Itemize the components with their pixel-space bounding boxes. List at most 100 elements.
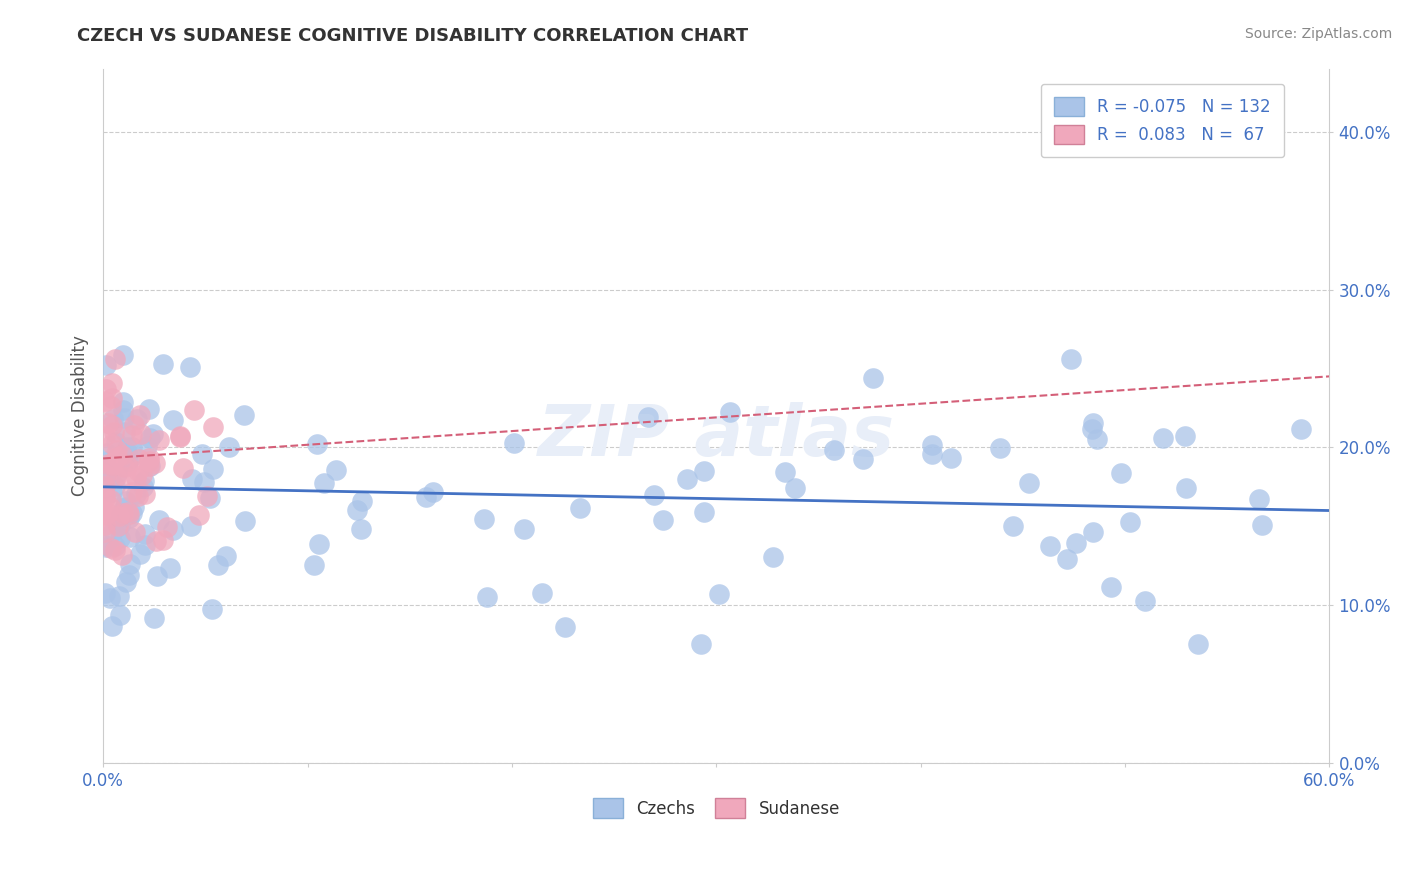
Point <box>1118 516 1140 530</box>
Point <box>312 475 335 490</box>
Point <box>415 490 437 504</box>
Point <box>202 462 225 476</box>
Point <box>94 487 117 501</box>
Point <box>773 465 796 479</box>
Point <box>110 531 132 545</box>
Point <box>172 461 194 475</box>
Point <box>939 450 962 465</box>
Point <box>94 586 117 600</box>
Point <box>107 518 129 533</box>
Point <box>143 456 166 470</box>
Point <box>94 429 117 443</box>
Point <box>475 590 498 604</box>
Point <box>1060 351 1083 366</box>
Point <box>129 547 152 561</box>
Point <box>472 512 495 526</box>
Point <box>148 514 170 528</box>
Point <box>232 408 254 422</box>
Point <box>1187 637 1209 651</box>
Point <box>136 439 159 453</box>
Point <box>105 470 128 484</box>
Point <box>101 391 124 405</box>
Point <box>101 456 124 470</box>
Point <box>179 359 201 374</box>
Point <box>138 454 160 468</box>
Point <box>346 503 368 517</box>
Point <box>107 450 129 464</box>
Point <box>325 463 347 477</box>
Point <box>531 585 554 599</box>
Point <box>94 518 117 533</box>
Point <box>94 538 117 552</box>
Point <box>100 618 122 632</box>
Point <box>100 493 122 508</box>
Point <box>120 530 142 544</box>
Point <box>308 536 330 550</box>
Point <box>422 484 444 499</box>
Point <box>131 467 153 482</box>
Point <box>112 500 135 515</box>
Point <box>637 409 659 424</box>
Point <box>159 561 181 575</box>
Point <box>128 452 150 467</box>
Point <box>1039 539 1062 553</box>
Point <box>198 491 221 506</box>
Point <box>180 518 202 533</box>
Point <box>111 548 134 562</box>
Point <box>94 540 117 554</box>
Point <box>112 460 135 475</box>
Point <box>94 394 117 409</box>
Point <box>101 412 124 426</box>
Point <box>97 465 120 479</box>
Point <box>1250 518 1272 533</box>
Point <box>195 490 218 504</box>
Point <box>1133 594 1156 608</box>
Point <box>94 467 117 482</box>
Point <box>1001 518 1024 533</box>
Point <box>94 508 117 522</box>
Point <box>690 637 713 651</box>
Point <box>103 425 125 439</box>
Point <box>1056 551 1078 566</box>
Point <box>823 442 845 457</box>
Point <box>94 454 117 468</box>
Point <box>183 403 205 417</box>
Point <box>138 450 160 465</box>
Text: Source: ZipAtlas.com: Source: ZipAtlas.com <box>1244 27 1392 41</box>
Point <box>108 589 131 603</box>
Point <box>120 451 142 466</box>
Point <box>122 417 145 432</box>
Point <box>117 454 139 468</box>
Point <box>100 399 122 413</box>
Point <box>155 519 177 533</box>
Point <box>104 478 127 492</box>
Point <box>114 500 136 515</box>
Point <box>117 458 139 472</box>
Point <box>132 475 155 489</box>
Point <box>105 516 128 531</box>
Point <box>124 524 146 539</box>
Point <box>111 402 134 417</box>
Point <box>307 436 329 450</box>
Point <box>569 501 592 516</box>
Point <box>97 506 120 520</box>
Point <box>187 508 209 523</box>
Point <box>143 611 166 625</box>
Point <box>105 467 128 481</box>
Point <box>100 541 122 555</box>
Point <box>104 543 127 558</box>
Point <box>1109 466 1132 480</box>
Point <box>142 426 165 441</box>
Point <box>108 607 131 622</box>
Point <box>112 506 135 520</box>
Point <box>1081 416 1104 430</box>
Point <box>131 480 153 494</box>
Point <box>94 525 117 540</box>
Point <box>97 416 120 430</box>
Point <box>100 437 122 451</box>
Point <box>1081 524 1104 539</box>
Point <box>101 524 124 538</box>
Point <box>121 440 143 454</box>
Point <box>104 434 127 449</box>
Point <box>121 428 143 442</box>
